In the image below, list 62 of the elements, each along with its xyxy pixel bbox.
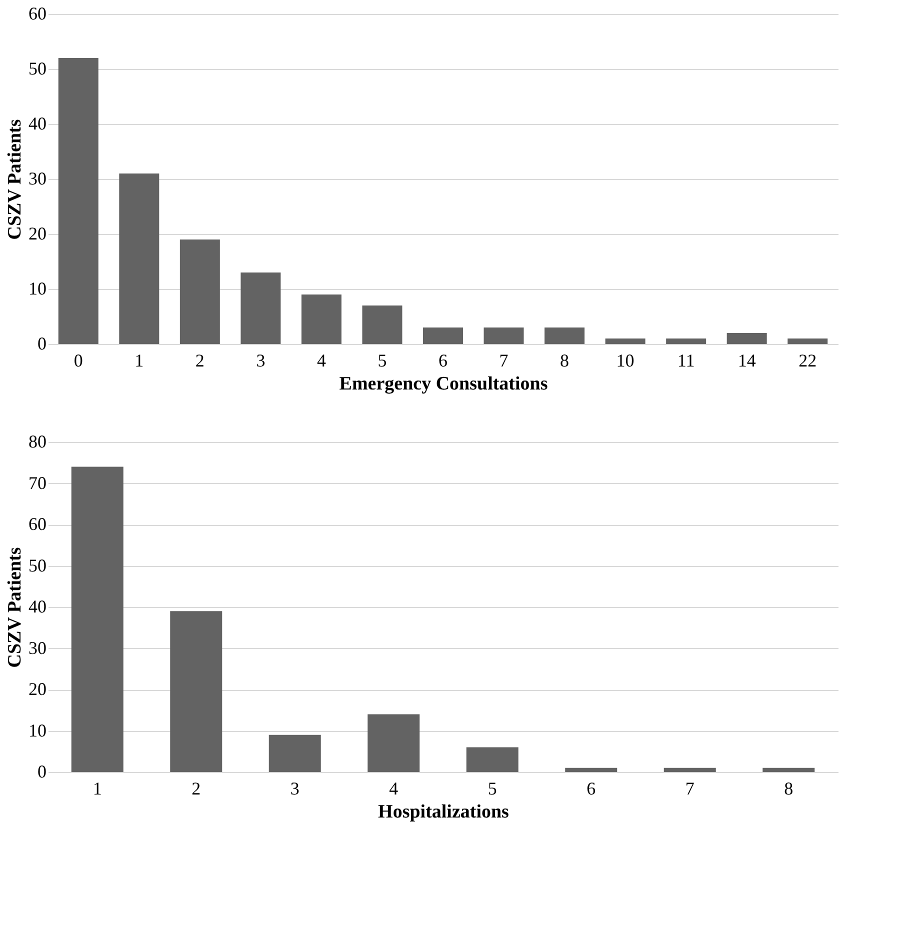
bar [788, 338, 828, 344]
bar [368, 714, 420, 772]
y-tick-label: 0 [38, 334, 46, 354]
y-tick-label: 70 [28, 472, 46, 493]
x-tick-label: 4 [389, 778, 398, 798]
bar [71, 466, 124, 772]
y-tick-label: 50 [28, 555, 46, 576]
y-tick-label: 60 [28, 514, 46, 534]
bar [180, 240, 220, 344]
x-tick-label: 7 [685, 778, 694, 798]
bar [466, 747, 518, 772]
bar [362, 306, 402, 344]
y-tick-label: 20 [28, 679, 46, 699]
bar [565, 768, 618, 772]
x-tick-label: 5 [488, 778, 497, 798]
y-axis-title: CSZV Patients [4, 547, 26, 668]
bar [268, 734, 321, 772]
x-axis-title: Hospitalizations [378, 802, 509, 822]
x-tick-label: 14 [738, 350, 756, 370]
x-tick-label: 2 [192, 778, 201, 798]
x-tick-label: 8 [784, 778, 794, 798]
x-tick-label: 7 [499, 350, 508, 370]
y-tick-label: 30 [28, 168, 46, 188]
y-tick-label: 0 [38, 762, 46, 782]
x-tick-label: 0 [74, 350, 83, 370]
bar [666, 338, 706, 344]
x-tick-label: 8 [560, 350, 570, 370]
bar [726, 333, 767, 344]
x-tick-label: 4 [316, 350, 326, 370]
bar [423, 328, 463, 344]
x-tick-label: 10 [616, 350, 634, 370]
y-axis-title: CSZV Patients [4, 119, 26, 240]
bar [240, 272, 281, 344]
y-tick-label: 80 [28, 432, 46, 452]
x-tick-label: 22 [798, 350, 817, 370]
x-tick-label: 11 [677, 350, 695, 370]
y-tick-label: 20 [28, 224, 46, 244]
bar [58, 58, 98, 344]
bar [544, 328, 585, 344]
bar [119, 174, 160, 344]
x-tick-label: 5 [378, 350, 387, 370]
x-tick-label: 6 [586, 778, 596, 798]
bar [605, 338, 646, 344]
x-tick-label: 3 [290, 778, 300, 798]
y-tick-label: 60 [28, 4, 46, 24]
bar [301, 294, 342, 344]
y-tick-label: 40 [28, 596, 46, 616]
bar [484, 328, 524, 344]
y-tick-label: 30 [28, 638, 46, 658]
y-tick-label: 40 [28, 114, 46, 134]
x-tick-label: 6 [438, 350, 448, 370]
x-tick-label: 3 [256, 350, 266, 370]
bar [664, 768, 716, 772]
bar [170, 611, 222, 772]
bar [762, 768, 815, 772]
x-tick-label: 2 [195, 350, 204, 370]
x-tick-label: 1 [92, 778, 102, 798]
y-tick-label: 50 [28, 58, 46, 78]
x-axis-title: Emergency Consultations [339, 374, 548, 394]
x-tick-label: 1 [134, 350, 144, 370]
y-tick-label: 10 [28, 720, 46, 740]
y-tick-label: 10 [28, 278, 46, 298]
